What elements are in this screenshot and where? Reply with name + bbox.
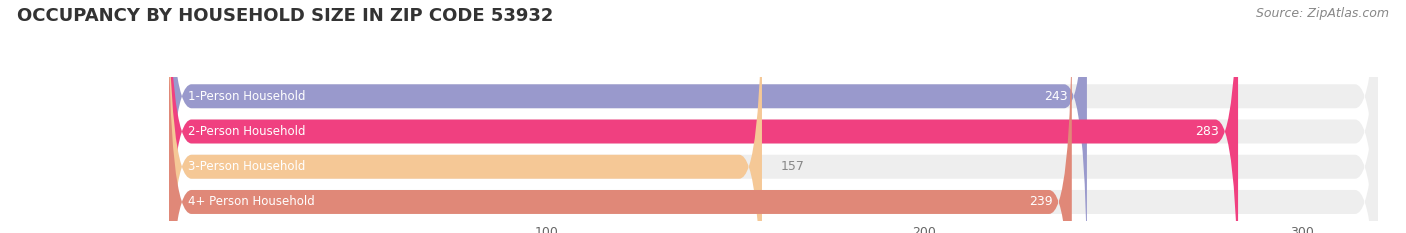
Text: 239: 239 [1029,195,1053,209]
Text: Source: ZipAtlas.com: Source: ZipAtlas.com [1256,7,1389,20]
Text: 3-Person Household: 3-Person Household [187,160,305,173]
FancyBboxPatch shape [169,0,1239,233]
FancyBboxPatch shape [169,0,1087,233]
FancyBboxPatch shape [169,0,1378,233]
FancyBboxPatch shape [169,0,1378,233]
Text: 4+ Person Household: 4+ Person Household [187,195,315,209]
Text: 157: 157 [780,160,804,173]
Text: 283: 283 [1195,125,1219,138]
FancyBboxPatch shape [169,3,1378,233]
FancyBboxPatch shape [169,3,1071,233]
FancyBboxPatch shape [169,0,1378,233]
Text: 1-Person Household: 1-Person Household [187,90,305,103]
Text: 2-Person Household: 2-Person Household [187,125,305,138]
Text: 243: 243 [1045,90,1069,103]
Text: OCCUPANCY BY HOUSEHOLD SIZE IN ZIP CODE 53932: OCCUPANCY BY HOUSEHOLD SIZE IN ZIP CODE … [17,7,553,25]
FancyBboxPatch shape [169,0,762,233]
